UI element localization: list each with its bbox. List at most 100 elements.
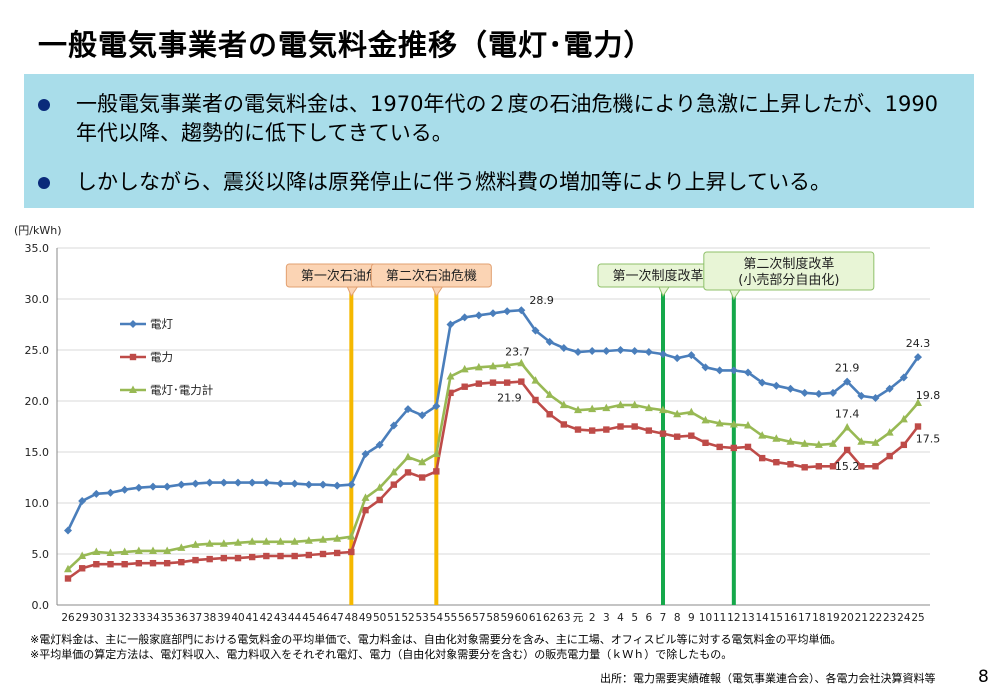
- data-point: [659, 405, 667, 414]
- x-tick-label: 63: [557, 612, 570, 624]
- data-point: [687, 351, 696, 360]
- data-point: [92, 489, 101, 498]
- data-point: [361, 450, 370, 459]
- data-point: [518, 378, 525, 385]
- y-tick-label: 30.0: [25, 293, 50, 306]
- data-label: 24.3: [906, 337, 931, 350]
- data-point: [489, 309, 497, 318]
- data-point: [715, 366, 724, 375]
- x-tick-label: 36: [175, 612, 189, 624]
- data-point: [248, 537, 257, 545]
- y-tick-label: 5.0: [32, 548, 50, 561]
- data-point: [885, 384, 894, 393]
- data-label: 23.7: [505, 345, 530, 358]
- data-point: [107, 561, 114, 568]
- x-tick-label: 6: [645, 612, 652, 624]
- data-point: [800, 439, 809, 447]
- data-point: [559, 400, 568, 409]
- data-point: [532, 396, 539, 404]
- data-point: [446, 320, 455, 329]
- data-point: [92, 547, 101, 555]
- data-point: [857, 437, 866, 445]
- x-tick-label: 10: [699, 612, 712, 624]
- x-tick-label: 30: [90, 612, 103, 624]
- x-tick-label: 4: [617, 612, 624, 624]
- data-point: [134, 546, 143, 554]
- data-point: [843, 423, 852, 431]
- data-point: [744, 420, 752, 429]
- data-point: [630, 400, 639, 409]
- data-point: [135, 559, 143, 567]
- data-point: [177, 543, 186, 551]
- x-tick-label: 40: [231, 612, 244, 624]
- footnotes: ※電灯料金は、主に一般家庭部門における電気料金の平均単価で、電力料金は、自由化対…: [30, 632, 842, 662]
- data-point: [149, 482, 157, 491]
- data-point: [375, 483, 384, 491]
- data-point: [93, 561, 100, 568]
- data-point: [432, 449, 441, 458]
- data-point: [545, 390, 554, 398]
- x-tick-label: 48: [345, 612, 358, 624]
- data-point: [659, 350, 667, 359]
- data-point: [404, 405, 412, 414]
- data-point: [262, 537, 271, 545]
- source-note: 出所：電力需要実績確報（電気事業連合会）、各電力会社決算資料等: [600, 672, 936, 685]
- data-point: [248, 553, 256, 561]
- series-line-1: [66, 308, 920, 532]
- data-point: [432, 402, 441, 411]
- data-point: [716, 443, 723, 451]
- data-point: [134, 483, 143, 492]
- x-tick-label: 57: [472, 612, 485, 624]
- data-point: [744, 443, 752, 451]
- data-point: [106, 548, 115, 556]
- bullet-dot-icon: [38, 99, 50, 111]
- data-point: [843, 377, 852, 386]
- data-point: [503, 307, 512, 316]
- x-tick-label: 5: [631, 612, 638, 624]
- data-point: [843, 446, 851, 454]
- data-label: 28.9: [529, 294, 554, 307]
- legend-marker: [129, 385, 137, 393]
- data-point: [574, 348, 582, 357]
- data-point: [772, 381, 781, 390]
- x-tick-label: 20: [840, 612, 853, 624]
- data-point: [474, 362, 483, 371]
- x-tick-label: 2: [589, 612, 596, 624]
- data-point: [333, 549, 341, 557]
- data-point: [290, 537, 299, 545]
- bullet-dot-icon: [38, 177, 50, 189]
- data-point: [418, 457, 427, 466]
- x-tick-label: 49: [359, 612, 372, 624]
- data-point: [375, 440, 384, 449]
- data-point: [758, 454, 766, 462]
- data-point: [234, 538, 242, 546]
- data-point: [191, 540, 200, 548]
- x-tick-label: 47: [330, 612, 343, 624]
- x-tick-label: 22: [869, 612, 882, 624]
- data-point: [333, 481, 342, 490]
- data-point: [673, 354, 682, 363]
- data-point: [744, 368, 752, 377]
- data-point: [234, 554, 242, 562]
- data-point: [390, 481, 398, 488]
- data-label: 17.5: [916, 433, 941, 446]
- data-point: [376, 496, 383, 504]
- data-point: [305, 551, 313, 559]
- x-tick-label: 12: [727, 612, 740, 624]
- data-point: [64, 575, 72, 582]
- x-tick-label: 45: [302, 612, 315, 624]
- x-tick-label: 54: [430, 612, 444, 624]
- data-point: [517, 306, 526, 315]
- legend-label: 電灯: [150, 317, 173, 331]
- footnote-1: ※電灯料金は、主に一般家庭部門における電気料金の平均単価で、電力料金は、自由化対…: [30, 633, 842, 646]
- data-point: [559, 343, 568, 352]
- x-tick-label: 15: [770, 612, 783, 624]
- y-tick-label: 15.0: [25, 446, 50, 459]
- data-point: [715, 418, 724, 427]
- event-label: (小売部分自由化): [738, 272, 839, 288]
- legend-marker: [129, 320, 137, 328]
- data-point: [574, 426, 582, 433]
- data-point: [687, 407, 696, 416]
- data-point: [219, 478, 228, 487]
- data-point: [729, 419, 738, 428]
